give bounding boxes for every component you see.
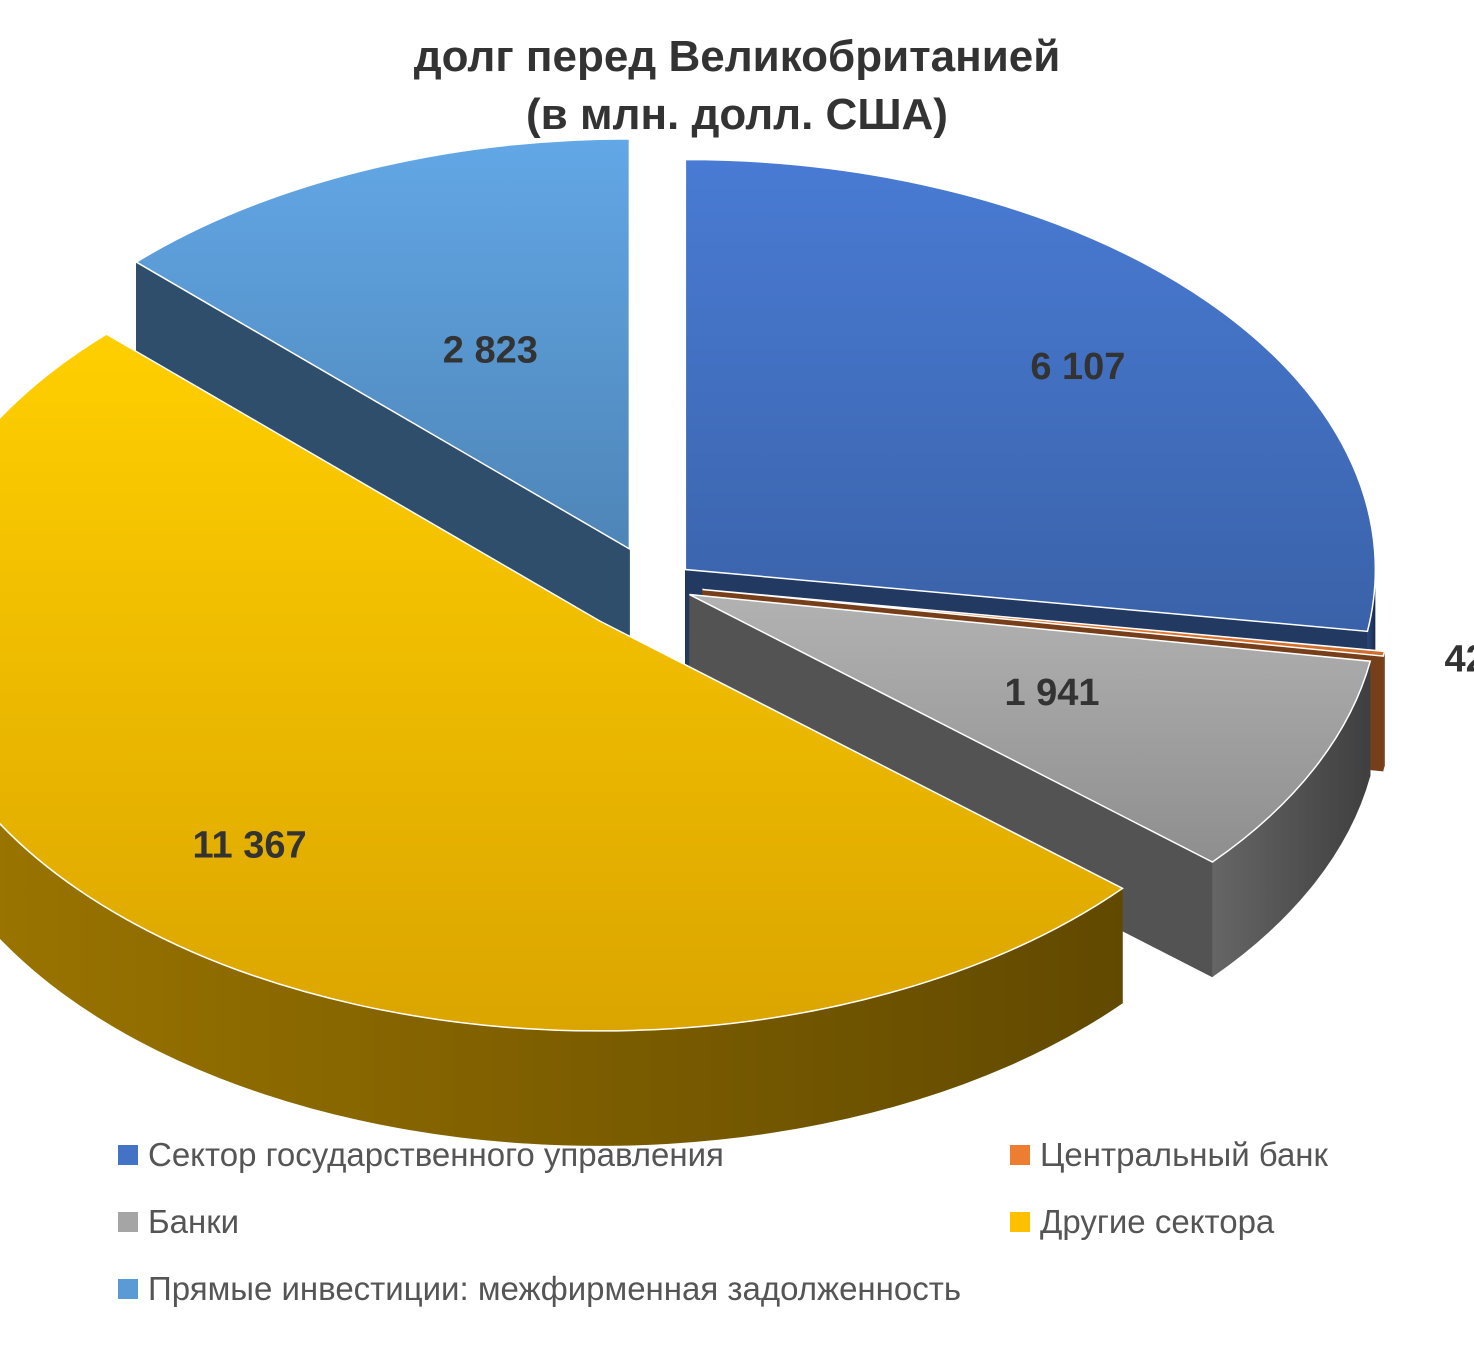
legend-item-banks[interactable]: Банки: [118, 1203, 239, 1241]
legend-swatch-central-bank: [1010, 1145, 1030, 1165]
legend-item-direct-investment[interactable]: Прямые инвестиции: межфирменная задолжен…: [118, 1270, 961, 1308]
legend-item-central-bank[interactable]: Центральный банк: [1010, 1136, 1328, 1174]
legend-item-government[interactable]: Сектор государственного управления: [118, 1136, 724, 1174]
legend-item-other-sectors[interactable]: Другие сектора: [1010, 1203, 1274, 1241]
slice-government[interactable]: [684, 158, 1377, 633]
legend-swatch-direct-investment: [118, 1279, 138, 1299]
data-label-government: 6 107: [1030, 346, 1125, 388]
data-label-other-sectors: 11 367: [193, 824, 307, 866]
data-label-banks: 1 941: [1004, 672, 1099, 714]
legend-swatch-banks: [118, 1212, 138, 1232]
slice-banks[interactable]: [689, 593, 1372, 863]
legend-label-direct-investment: Прямые инвестиции: межфирменная задолжен…: [148, 1270, 962, 1307]
slice-central-bank[interactable]: [702, 588, 1386, 657]
legend-label-other-sectors: Другие сектора: [1040, 1203, 1275, 1240]
slice-direct-investment[interactable]: [134, 138, 631, 551]
legend-swatch-other-sectors: [1010, 1212, 1030, 1232]
slice-other-sectors[interactable]: [0, 333, 1124, 1032]
chart-title-line-1: долг перед Великобританией: [413, 32, 1061, 81]
legend-swatch-government: [118, 1145, 138, 1165]
legend-label-government: Сектор государственного управления: [148, 1136, 724, 1173]
data-label-central-bank: 42: [1445, 638, 1474, 680]
legend-label-central-bank: Центральный банк: [1040, 1136, 1328, 1173]
chart-title: долг перед Великобританией (в млн. долл.…: [0, 28, 1474, 144]
chart-title-line-2: (в млн. долл. США): [526, 90, 948, 139]
data-label-direct-investment: 2 823: [443, 329, 538, 371]
legend-label-banks: Банки: [148, 1203, 240, 1240]
